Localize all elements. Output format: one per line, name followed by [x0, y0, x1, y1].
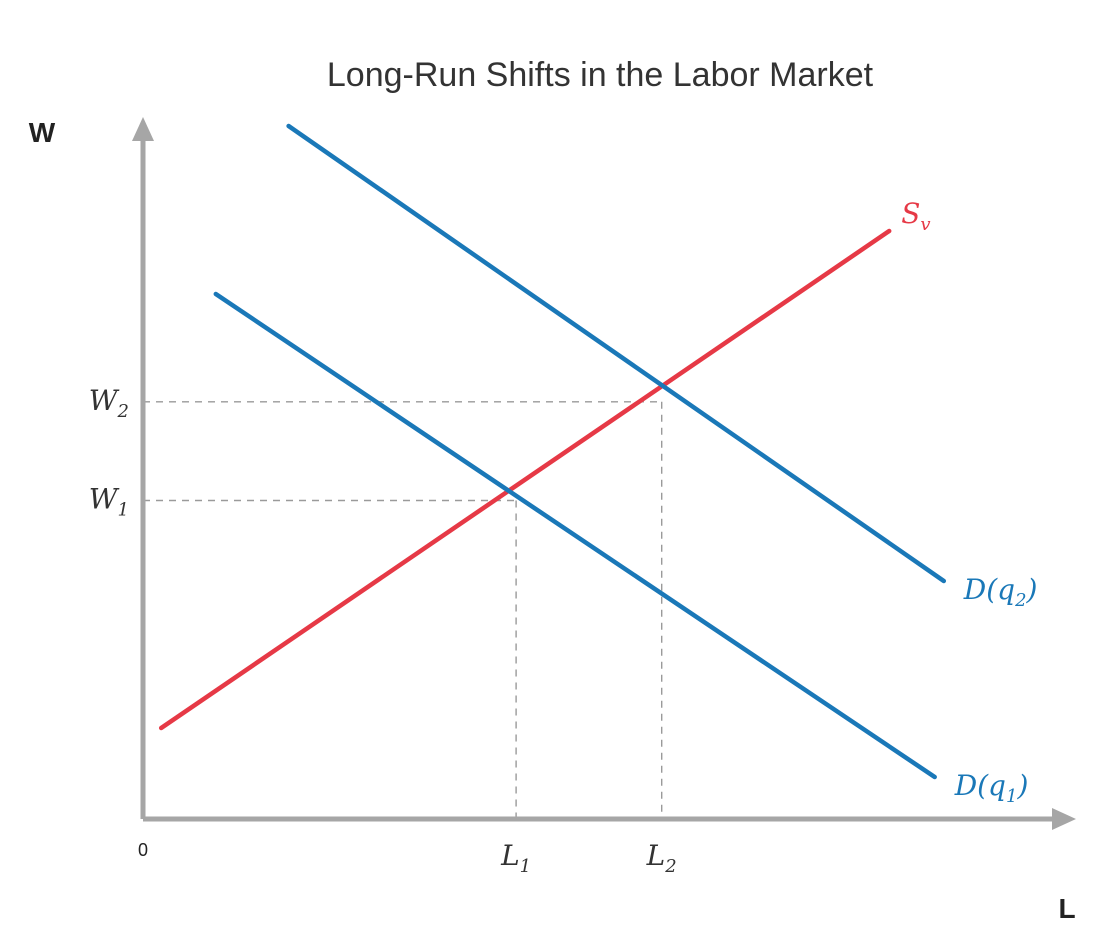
curve-demand2: [286, 123, 947, 584]
y-axis-arrowhead: [132, 117, 154, 141]
equilibrium-guides: [143, 401, 663, 819]
tick-label-y-2: W2: [89, 384, 129, 422]
tick-label-x-2: L2: [646, 839, 677, 877]
curve-supply: [158, 228, 892, 731]
x-axis-arrowhead: [1052, 808, 1076, 830]
tick-label-y-1: W1: [89, 483, 129, 521]
tick-label-x-1-sub: 1: [520, 856, 531, 877]
curve-label-demand1: D(q1): [954, 769, 1029, 807]
x-axis-label: L: [1058, 893, 1075, 924]
curve-label-demand2-sub: 2: [1014, 590, 1026, 611]
tick-label-y-1-main: W: [89, 483, 120, 516]
curve-label-supply-sub: v: [920, 214, 930, 235]
origin-label: 0: [138, 840, 148, 860]
curve-label-supply: Sv: [901, 197, 930, 235]
curves: [158, 123, 947, 780]
curve-label-demand2: D(q2): [963, 573, 1038, 611]
tick-label-x-2-sub: 2: [664, 856, 676, 877]
y-axis-label: W: [29, 117, 56, 148]
curve-label-demand1-sub: 1: [1006, 786, 1017, 807]
tick-label-x-1-main: L: [500, 839, 520, 872]
curve-label-supply-main: S: [901, 197, 920, 230]
curve-labels: SvD(q2)D(q1): [901, 197, 1037, 807]
tick-label-x-2-main: L: [646, 839, 666, 872]
curve-demand1: [213, 291, 937, 780]
tick-label-y-2-sub: 2: [117, 401, 129, 422]
curve-label-demand1-main: D(q: [954, 769, 1006, 802]
curve-label-demand1-close: ): [1016, 769, 1028, 802]
tick-label-y-2-main: W: [89, 384, 120, 417]
curve-label-demand2-close: ): [1026, 573, 1038, 606]
curve-label-demand2-main: D(q: [963, 573, 1015, 606]
tick-label-y-1-sub: 1: [118, 500, 129, 521]
tick-label-x-1: L1: [500, 839, 531, 877]
chart-title: Long-Run Shifts in the Labor Market: [327, 56, 874, 94]
